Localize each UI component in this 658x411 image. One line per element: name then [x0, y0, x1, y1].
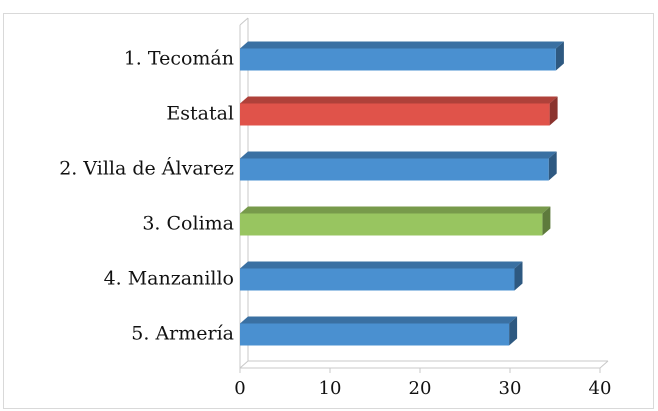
category-label: 2. Villa de Álvarez: [59, 157, 234, 180]
side-wall-top-edge: [239, 17, 249, 26]
bar: [240, 151, 557, 181]
category-labels: 1. Tecomán Estatal 2. Villa de Álvarez 3. C…: [59, 48, 234, 345]
x-tick-label: 30: [499, 378, 522, 399]
bar-front-face: [240, 268, 515, 291]
bar-top-face: [240, 206, 551, 214]
floor-left-edge: [239, 360, 249, 369]
bar-front-face: [240, 48, 556, 71]
category-label: Estatal: [166, 103, 234, 125]
bar-front-face: [240, 213, 543, 236]
category-label: 1. Tecomán: [124, 48, 234, 70]
x-axis-ticks: 0 10 20 30 40: [234, 368, 611, 399]
bar: [240, 261, 523, 291]
bar-side-face: [509, 316, 518, 346]
bar-side-face: [514, 261, 523, 291]
category-label: 3. Colima: [142, 213, 234, 235]
bar-front-face: [240, 323, 510, 346]
category-label: 4. Manzanillo: [104, 268, 234, 290]
bar-side-face: [542, 206, 551, 236]
bar-front-face: [240, 158, 549, 181]
bar-top-face: [240, 316, 518, 324]
bar-side-face: [548, 151, 557, 181]
bars: [240, 41, 564, 346]
bar-side-face: [555, 41, 564, 71]
category-label: 5. Armería: [131, 323, 234, 345]
x-tick-label: 0: [234, 378, 245, 399]
bar-front-face: [240, 103, 550, 126]
bar: [240, 206, 551, 236]
bar-top-face: [240, 41, 564, 49]
bar: [240, 316, 518, 346]
x-tick-label: 40: [589, 378, 612, 399]
floor-right-edge: [599, 360, 609, 369]
bar-top-face: [240, 96, 558, 104]
chart-walls: [239, 17, 609, 369]
x-tick-label: 20: [409, 378, 432, 399]
bar-side-face: [549, 96, 558, 126]
x-tick-label: 10: [319, 378, 342, 399]
bar: [240, 41, 564, 71]
bar: [240, 96, 558, 126]
bar-top-face: [240, 261, 523, 269]
bar-top-face: [240, 151, 557, 159]
